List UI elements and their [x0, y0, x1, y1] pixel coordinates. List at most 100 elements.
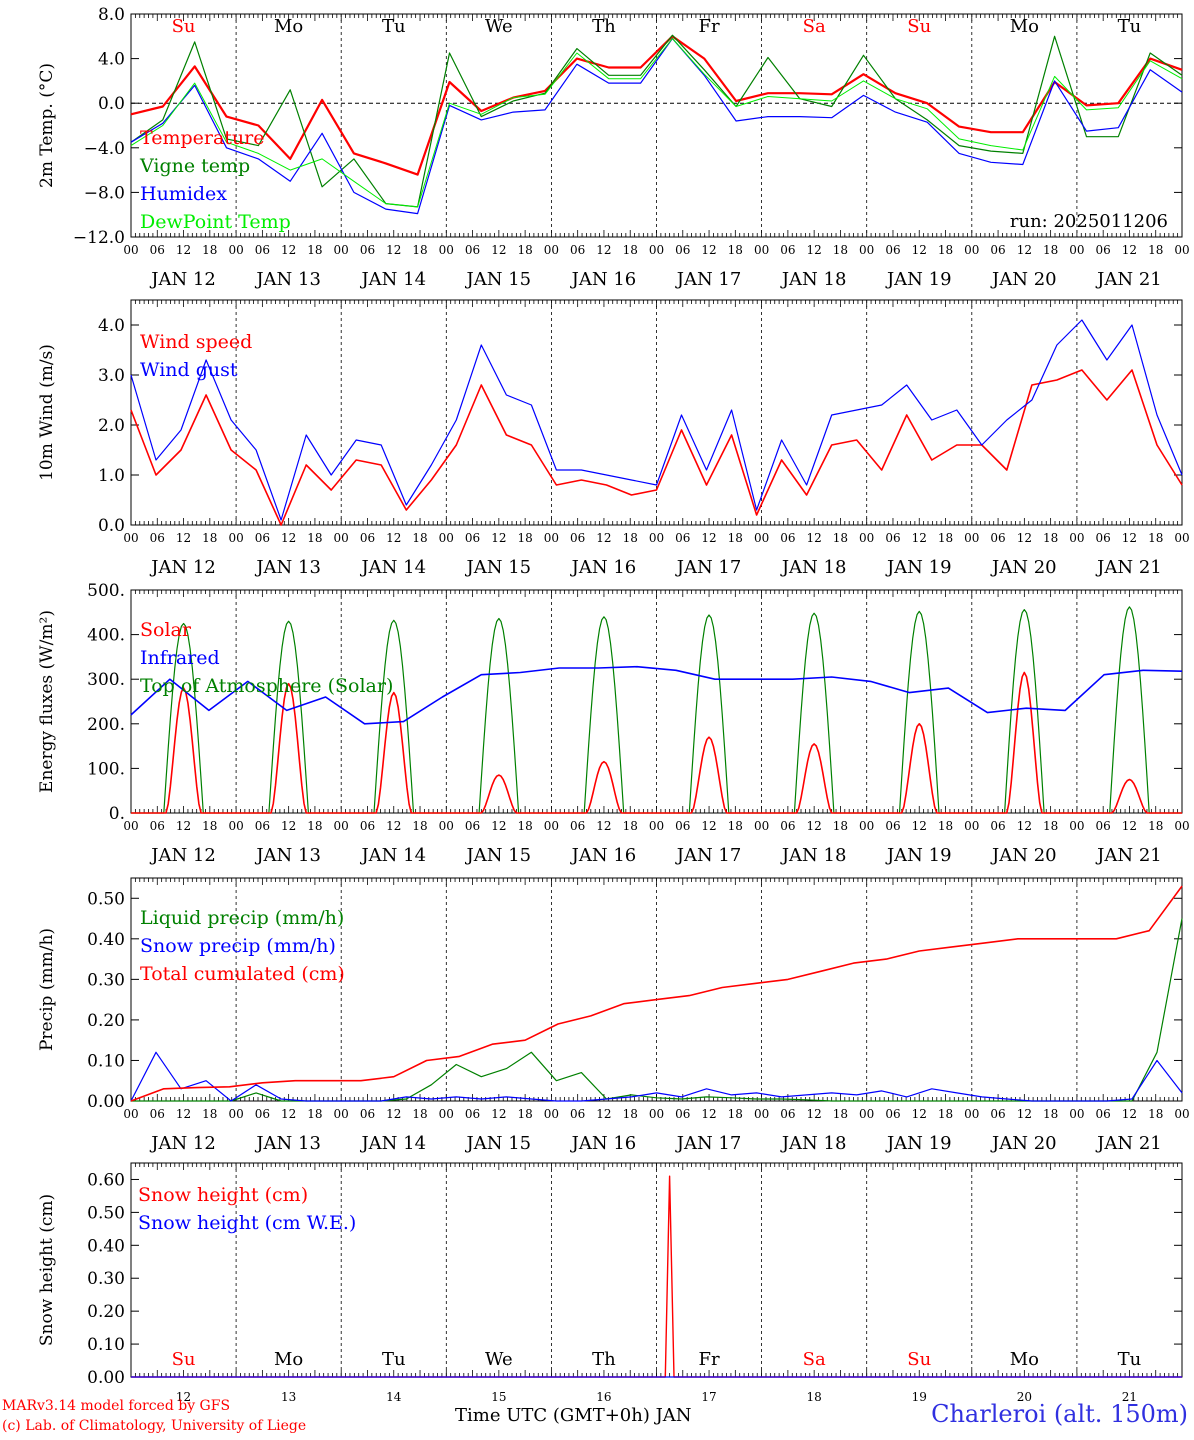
series-line-1	[130, 1051, 1183, 1102]
legend-entry: Solar	[140, 619, 192, 641]
hour-tick-label: 00	[859, 531, 874, 545]
hour-tick-label: 00	[1174, 1107, 1189, 1121]
y-tick-label: 1.0	[98, 466, 125, 486]
hour-tick-label: 18	[623, 243, 638, 257]
hour-tick-label: 00	[859, 243, 874, 257]
weekday-label: Mo	[274, 1349, 303, 1370]
hour-tick-label: 06	[150, 819, 165, 833]
hour-tick-label: 06	[990, 1107, 1005, 1121]
day-number-label: 15	[491, 1390, 506, 1404]
date-label: JAN 19	[885, 269, 952, 290]
hour-tick-label: 00	[228, 243, 243, 257]
hour-tick-label: 12	[912, 531, 927, 545]
hour-tick-label: 06	[465, 243, 480, 257]
hour-tick-label: 18	[202, 243, 217, 257]
day-number-label: 18	[807, 1390, 822, 1404]
day-number-label: 16	[596, 1390, 611, 1404]
hour-tick-label: 00	[228, 819, 243, 833]
day-number-label: 14	[386, 1390, 402, 1404]
hour-tick-label: 06	[255, 1107, 270, 1121]
hour-tick-label: 12	[596, 819, 611, 833]
hour-tick-label: 00	[754, 1107, 769, 1121]
infrared-line	[130, 665, 1183, 725]
panel-frame	[130, 589, 1183, 814]
hour-tick-label: 06	[150, 243, 165, 257]
hour-tick-label: 12	[281, 243, 296, 257]
day-number-label: 20	[1017, 1390, 1032, 1404]
weekday-label: Th	[592, 1349, 616, 1370]
date-label: JAN 21	[1095, 1133, 1162, 1154]
date-label: JAN 21	[1095, 845, 1162, 866]
hour-tick-label: 00	[544, 1107, 559, 1121]
hour-tick-label: 12	[386, 531, 401, 545]
y-tick-label: −12.0	[73, 228, 125, 248]
hour-tick-label: 00	[123, 819, 138, 833]
hour-tick-label: 12	[491, 819, 506, 833]
hour-tick-label: 00	[123, 531, 138, 545]
hour-tick-label: 06	[990, 531, 1005, 545]
hour-tick-label: 06	[360, 1107, 375, 1121]
hour-tick-label: 18	[1043, 243, 1058, 257]
hour-tick-label: 18	[202, 819, 217, 833]
weekday-label: Tu	[382, 1349, 406, 1370]
hour-tick-label: 00	[754, 243, 769, 257]
date-label: JAN 20	[990, 845, 1057, 866]
hour-tick-label: 06	[570, 243, 585, 257]
y-tick-label: 100.	[87, 759, 125, 779]
hour-tick-label: 12	[1017, 243, 1032, 257]
hour-tick-label: 12	[807, 531, 822, 545]
hour-tick-label: 00	[1174, 819, 1189, 833]
date-label: JAN 21	[1095, 269, 1162, 290]
date-label: JAN 14	[359, 845, 426, 866]
legend-entry: Humidex	[140, 183, 227, 205]
hour-tick-label: 18	[412, 819, 427, 833]
hour-tick-label: 00	[754, 531, 769, 545]
legend-entry: Wind gust	[140, 359, 238, 381]
date-label: JAN 17	[675, 845, 742, 866]
date-label: JAN 18	[780, 269, 847, 290]
hour-tick-label: 12	[912, 243, 927, 257]
hour-tick-label: 18	[938, 819, 953, 833]
hour-tick-label: 06	[465, 819, 480, 833]
hour-tick-label: 12	[491, 243, 506, 257]
series-line-2	[130, 37, 1183, 215]
hour-tick-label: 06	[1096, 819, 1111, 833]
hour-tick-label: 12	[386, 819, 401, 833]
hour-tick-label: 00	[439, 819, 454, 833]
hour-tick-label: 06	[675, 819, 690, 833]
y-tick-label: 0.30	[87, 1269, 125, 1289]
y-tick-label: 2.0	[98, 416, 125, 436]
weekday-label: We	[485, 16, 513, 37]
y-tick-label: 0.60	[87, 1170, 125, 1190]
hour-tick-label: 18	[728, 531, 743, 545]
date-label: JAN 21	[1095, 557, 1162, 578]
hour-tick-label: 12	[281, 531, 296, 545]
date-label: JAN 13	[254, 557, 321, 578]
legend-entry: Infrared	[140, 647, 220, 669]
hour-tick-label: 12	[176, 1107, 191, 1121]
date-label: JAN 19	[885, 845, 952, 866]
station-title: Charleroi (alt. 150m)	[931, 1400, 1188, 1428]
hour-tick-label: 12	[701, 819, 716, 833]
date-label: JAN 12	[149, 557, 216, 578]
legend-entry: Temperature	[140, 127, 264, 149]
hour-tick-label: 00	[964, 531, 979, 545]
date-label: JAN 18	[780, 1133, 847, 1154]
date-label: JAN 17	[675, 557, 742, 578]
hour-tick-label: 00	[859, 819, 874, 833]
hour-tick-label: 00	[544, 243, 559, 257]
date-label: JAN 19	[885, 557, 952, 578]
hour-tick-label: 00	[649, 1107, 664, 1121]
hour-tick-label: 06	[675, 531, 690, 545]
hour-tick-label: 12	[701, 531, 716, 545]
y-tick-label: 8.0	[98, 5, 125, 25]
date-label: JAN 16	[570, 269, 637, 290]
date-label: JAN 15	[465, 1133, 532, 1154]
date-label: JAN 18	[780, 845, 847, 866]
hour-tick-label: 18	[307, 531, 322, 545]
y-tick-label: 300.	[87, 670, 125, 690]
hour-tick-label: 12	[281, 1107, 296, 1121]
hour-tick-label: 06	[780, 1107, 795, 1121]
day-number-label: 21	[1122, 1390, 1137, 1404]
y-tick-label: 0.40	[87, 1236, 125, 1256]
